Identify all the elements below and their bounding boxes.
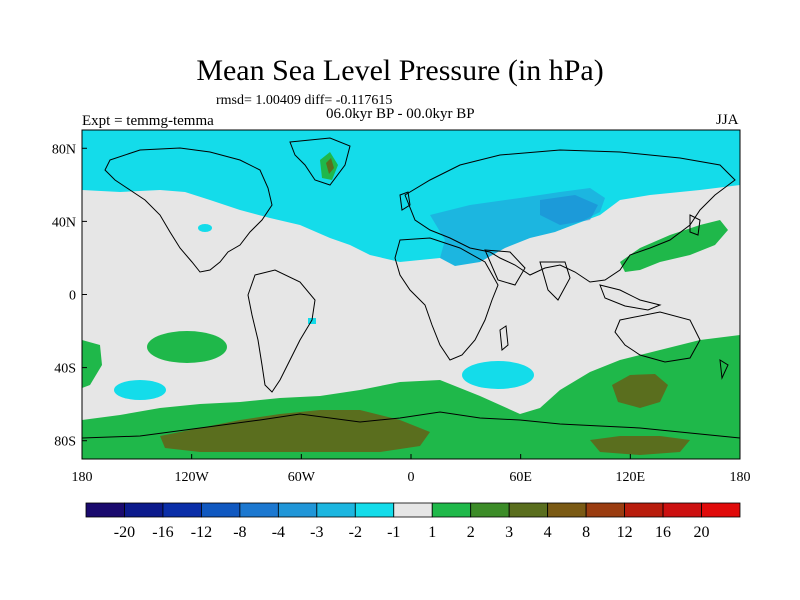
eurasia-blue-region (430, 188, 605, 266)
colorbar-swatch (277, 502, 318, 518)
colorbar-label: 20 (694, 524, 710, 541)
y-tick-label: 0 (69, 289, 76, 304)
x-tick-label: 120E (616, 470, 646, 485)
colorbar-swatch (124, 502, 164, 518)
colorbar-label: 12 (617, 524, 633, 541)
x-tick-label: 180 (730, 470, 751, 485)
coastlines (82, 137, 740, 439)
colorbar-label: 16 (655, 524, 671, 541)
x-tick-label: 60W (288, 470, 316, 485)
stats-line: rmsd= 1.00409 diff= -0.117615 (216, 93, 393, 108)
colorbar-label: -20 (114, 524, 135, 541)
y-tick-label: 80S (54, 435, 76, 450)
southeast-pacific-cyan-spot (114, 380, 166, 400)
colorbar-label: 2 (467, 524, 475, 541)
y-tick-label: 40S (54, 362, 76, 377)
y-tick-label: 40N (52, 215, 76, 230)
colorbar-swatch (201, 502, 241, 518)
colorbar-swatch (701, 502, 741, 518)
southpacific-green-spot (147, 331, 227, 363)
colorbar-label: 8 (582, 524, 590, 541)
greenland-olive-spot (326, 158, 334, 174)
colorbar: -20 -16 -12 -8 -4 -3 -2 -1 1 2 3 4 8 12 16 20 (85, 502, 741, 541)
period-label: 06.0kyr BP - 00.0kyr BP (326, 106, 475, 122)
colorbar-swatch (316, 502, 356, 518)
x-tick-label: 60E (509, 470, 532, 485)
experiment-label: Expt = temmg-temma (82, 113, 214, 129)
season-label: JJA (716, 112, 739, 128)
leftedge-green-region (82, 340, 102, 388)
colorbar-label: -16 (152, 524, 173, 541)
colorbar-label: 4 (544, 524, 552, 541)
x-axis: 180 120W 60W 0 60E 120E 180 (72, 454, 751, 485)
atlantic-cyan-spot (308, 318, 316, 324)
colorbar-label: -3 (310, 524, 323, 541)
colorbar-swatch (624, 502, 664, 518)
pacific-cyan-spot (198, 224, 212, 232)
colorbar-swatch (662, 502, 702, 518)
antarctic-olive-region (160, 410, 430, 452)
x-tick-label: 0 (408, 470, 415, 485)
colorbar-swatch (431, 502, 472, 518)
colorbar-label: 3 (505, 524, 513, 541)
colorbar-swatch (393, 502, 433, 518)
colorbar-swatch (470, 502, 510, 518)
colorbar-swatch (239, 502, 279, 518)
colorbar-label: -4 (272, 524, 285, 541)
x-tick-label: 120W (175, 470, 210, 485)
colorbar-swatch (547, 502, 587, 518)
asia-deeper-blue (540, 195, 598, 225)
colorbar-label: -2 (349, 524, 362, 541)
colorbar-label: 1 (428, 524, 436, 541)
colorbar-swatch (585, 502, 625, 518)
x-tick-label: 180 (72, 470, 93, 485)
indian-ocean-cyan-spot (462, 361, 534, 389)
colorbar-label: -1 (387, 524, 400, 541)
colorbar-label: -8 (233, 524, 246, 541)
colorbar-swatch (162, 502, 202, 518)
eastantarctic-olive-region (590, 436, 690, 455)
map-panel (82, 130, 740, 459)
colorbar-swatch (354, 502, 395, 518)
colorbar-swatch (508, 502, 549, 518)
westpacific-green-region (620, 220, 728, 272)
y-axis: 80N 40N 0 40S 80S (52, 142, 87, 450)
colorbar-label: -12 (191, 524, 212, 541)
colorbar-swatch (85, 502, 125, 518)
y-tick-label: 80N (52, 142, 76, 157)
map-title: Mean Sea Level Pressure (in hPa) (196, 54, 604, 87)
indian-olive-region (612, 374, 668, 408)
